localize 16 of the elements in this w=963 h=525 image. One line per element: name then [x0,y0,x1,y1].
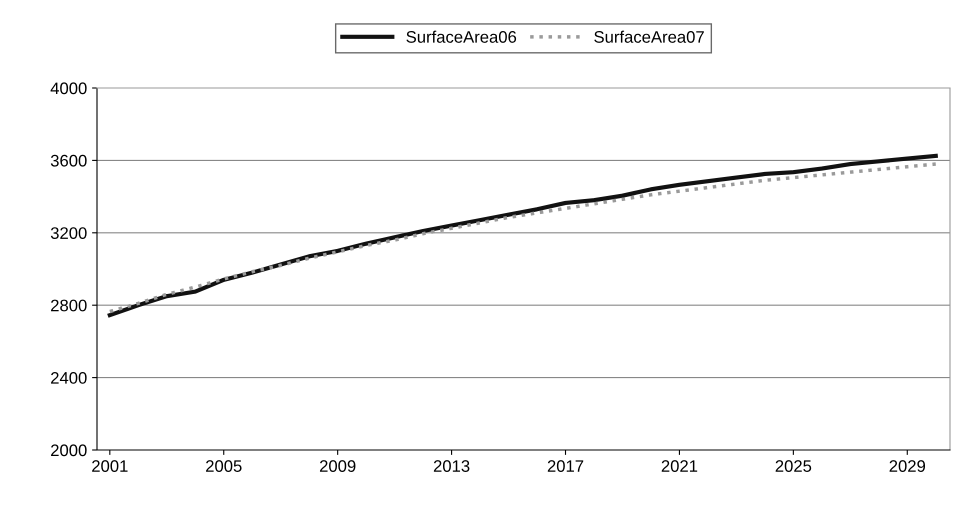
x-tick-label: 2009 [320,460,356,472]
x-tick-label: 2001 [92,460,128,472]
x-tick-label: 2029 [890,460,926,472]
x-tick-label: 2013 [434,460,470,472]
y-tick-label: 3600 [50,154,87,167]
y-tick-label: 3200 [50,227,87,240]
x-tick-label: 2021 [662,460,698,472]
x-tick-label: 2025 [776,460,812,472]
legend-label: SurfaceArea07 [594,30,704,43]
y-tick-label: 2400 [51,372,87,384]
x-tick-label: 2005 [206,460,242,472]
y-tick-label: 2000 [51,444,87,456]
y-tick-label: 2800 [51,300,87,312]
y-tick-label: 4000 [50,82,87,94]
legend-label: SurfaceArea06 [406,30,516,43]
x-tick-label: 2017 [548,460,584,472]
